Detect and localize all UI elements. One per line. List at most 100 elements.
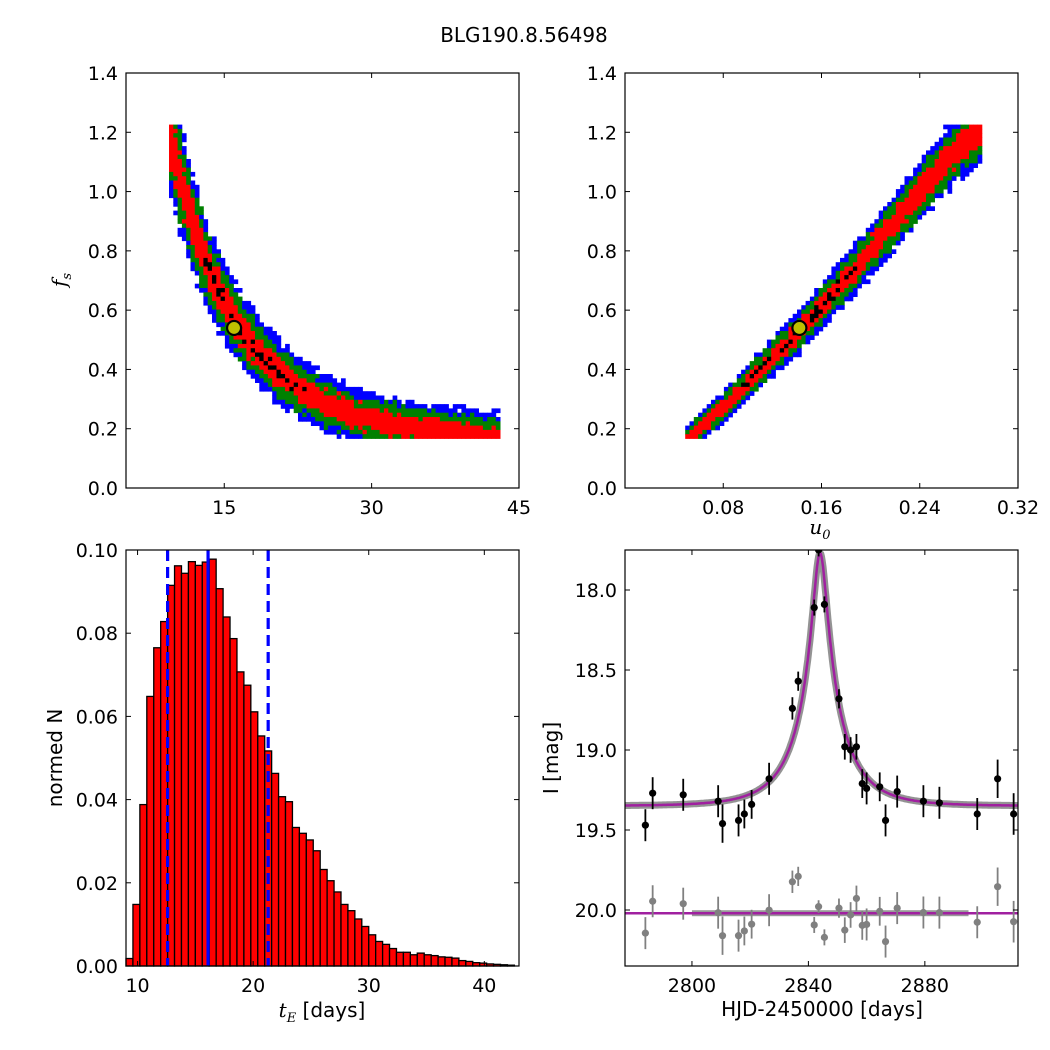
sigma3-cell bbox=[358, 434, 363, 439]
sigma1-cell bbox=[943, 163, 948, 168]
sigma3-cell bbox=[323, 378, 329, 383]
y-axis-label: fs bbox=[47, 273, 75, 289]
sigma1-cell bbox=[401, 429, 406, 435]
sigma2-cell bbox=[315, 408, 320, 414]
sigma2-cell bbox=[289, 361, 295, 366]
sigma1-cell bbox=[788, 343, 794, 349]
best-cell bbox=[754, 369, 759, 375]
sigma2-cell bbox=[272, 348, 277, 353]
sigma2-cell bbox=[921, 202, 927, 207]
sigma2-cell bbox=[250, 356, 256, 362]
sigma1-cell bbox=[702, 417, 708, 422]
sigma2-cell bbox=[840, 296, 845, 302]
sigma2-cell bbox=[883, 245, 888, 250]
histogram-bar bbox=[361, 925, 370, 967]
sigma3-cell bbox=[865, 270, 871, 276]
sigma1-cell bbox=[319, 404, 325, 409]
sigma1-cell bbox=[276, 382, 282, 388]
sigma1-cell bbox=[246, 343, 252, 349]
best-fit-marker bbox=[225, 319, 243, 337]
sigma1-cell bbox=[194, 240, 200, 246]
sigma3-cell bbox=[852, 292, 858, 297]
sigma2-cell bbox=[177, 146, 183, 151]
sigma3-cell bbox=[809, 335, 815, 340]
sigma1-cell bbox=[960, 146, 966, 151]
sigma1-cell bbox=[706, 412, 712, 418]
sigma3-cell bbox=[844, 253, 849, 259]
sigma1-cell bbox=[328, 395, 333, 401]
sigma3-cell bbox=[827, 313, 832, 319]
residual-point bbox=[820, 933, 829, 941]
histogram-bar bbox=[229, 637, 238, 967]
sigma1-cell bbox=[362, 412, 368, 418]
sigma1-cell bbox=[177, 189, 183, 194]
sigma1-cell bbox=[298, 395, 303, 401]
sigma1-cell bbox=[857, 262, 862, 267]
sigma2-cell bbox=[827, 309, 832, 315]
y-tick-label: 0.0 bbox=[587, 478, 617, 500]
sigma2-cell bbox=[887, 245, 892, 250]
sigma1-cell bbox=[844, 266, 849, 272]
sigma1-cell bbox=[938, 171, 944, 177]
sigma1-cell bbox=[353, 412, 359, 418]
y-tick-label: 1.0 bbox=[88, 182, 118, 204]
sigma2-cell bbox=[698, 434, 703, 439]
sigma1-cell bbox=[801, 318, 806, 323]
sigma1-cell bbox=[741, 386, 746, 392]
sigma3-cell bbox=[448, 412, 454, 418]
sigma1-cell bbox=[964, 150, 970, 156]
sigma3-cell bbox=[310, 365, 316, 371]
sigma3-cell bbox=[788, 318, 794, 323]
sigma1-cell bbox=[250, 335, 256, 340]
sigma1-cell bbox=[224, 305, 230, 310]
sigma1-cell bbox=[956, 137, 961, 143]
data-point bbox=[876, 783, 884, 791]
residual-point bbox=[847, 911, 855, 919]
histogram-bar bbox=[236, 671, 245, 967]
sigma1-cell bbox=[685, 434, 690, 439]
sigma3-cell bbox=[315, 365, 320, 371]
sigma1-cell bbox=[448, 425, 454, 431]
sigma3-cell bbox=[242, 361, 247, 366]
sigma2-cell bbox=[194, 206, 200, 211]
sigma2-cell bbox=[754, 386, 759, 392]
sigma1-cell bbox=[908, 193, 914, 199]
histogram-bar bbox=[354, 918, 363, 967]
sigma1-cell bbox=[947, 154, 953, 160]
sigma1-cell bbox=[259, 365, 264, 371]
sigma1-cell bbox=[934, 176, 940, 181]
sigma2-cell bbox=[814, 296, 819, 302]
sigma1-cell bbox=[926, 189, 931, 194]
sigma1-cell bbox=[943, 167, 948, 173]
histogram-bar bbox=[270, 772, 280, 967]
sigma1-cell bbox=[328, 408, 333, 414]
sigma1-cell bbox=[250, 343, 256, 349]
sigma2-cell bbox=[926, 163, 931, 168]
residual-point bbox=[679, 900, 687, 908]
sigma2-cell bbox=[878, 219, 884, 224]
sigma3-cell bbox=[272, 391, 277, 396]
sigma1-cell bbox=[259, 339, 264, 345]
sigma2-cell bbox=[229, 292, 234, 297]
histogram-bar bbox=[451, 957, 460, 967]
sigma3-cell bbox=[285, 348, 290, 353]
sigma2-cell bbox=[835, 275, 841, 280]
sigma1-cell bbox=[405, 417, 411, 422]
sigma1-cell bbox=[272, 382, 277, 388]
sigma2-cell bbox=[951, 137, 957, 143]
sigma1-cell bbox=[960, 133, 966, 138]
sigma1-cell bbox=[366, 417, 372, 422]
sigma1-cell bbox=[345, 404, 350, 409]
sigma1-cell bbox=[926, 167, 931, 173]
sigma1-cell bbox=[788, 331, 794, 336]
best-cell bbox=[814, 305, 819, 310]
sigma2-cell bbox=[229, 283, 234, 289]
sigma2-cell bbox=[728, 391, 733, 396]
sigma1-cell bbox=[878, 240, 884, 246]
sigma1-cell bbox=[938, 150, 944, 156]
sigma1-cell bbox=[908, 202, 914, 207]
sigma2-cell bbox=[181, 214, 187, 220]
y-tick-label: 1.2 bbox=[587, 122, 617, 144]
axis-variable: t bbox=[279, 998, 288, 1022]
sigma1-cell bbox=[263, 369, 269, 375]
